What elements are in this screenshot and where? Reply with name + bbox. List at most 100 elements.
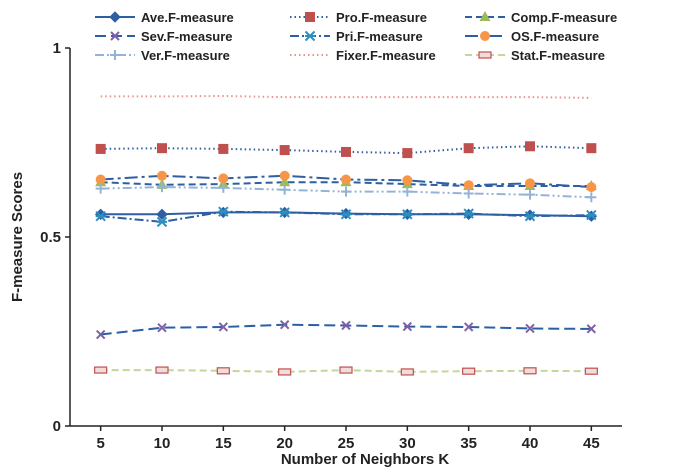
data-point [95,211,106,222]
data-point [339,366,353,374]
x-tick-label: 20 [276,435,293,452]
series-stat-f-measure [94,366,598,376]
data-point [341,146,351,157]
data-point [523,367,537,375]
data-point [462,367,476,375]
legend-label: Ave.F-measure [141,10,234,25]
data-point [402,209,413,220]
data-point [95,329,106,340]
legend-marker [110,50,120,60]
x-tick-label: 40 [522,435,539,452]
data-point [279,145,290,156]
series-os-f-measure [95,170,597,193]
legend: Ave.F-measure Pro.F-measure Comp.F-measure… [95,10,617,63]
legend-marker [110,31,120,41]
data-point [402,186,413,197]
data-point [157,323,167,333]
series-sev-f-measure [95,319,597,340]
legend-marker [478,51,492,59]
series-fixer-f-measure [100,94,592,99]
data-point [157,143,167,154]
data-point [402,148,413,159]
legend-item: Comp.F-measure [465,10,617,25]
data-point [95,174,106,185]
data-point [95,143,106,154]
x-tick-label: 35 [460,435,477,452]
data-point [400,368,414,376]
y-tick-label: 1 [53,40,61,57]
data-point [218,143,229,154]
data-point [341,320,351,331]
data-point [218,182,229,193]
data-point [216,367,230,375]
data-point [586,209,597,221]
data-point [156,216,168,228]
series-layer [94,94,598,376]
legend-label: Fixer.F-measure [336,48,436,63]
data-point [402,175,413,186]
data-point [279,319,290,330]
data-point [279,207,290,218]
data-point [586,182,597,193]
legend-item: Ver.F-measure [95,48,230,63]
legend-marker [305,12,315,22]
x-axis-ticks: 5 10 15 20 25 30 35 40 45 [96,426,600,452]
series-line [100,94,592,99]
data-point [341,186,351,197]
legend-label: Ver.F-measure [141,48,230,63]
legend-label: Pri.F-measure [336,29,423,44]
y-axis-title: F-measure Scores [9,172,26,302]
legend-label: Pro.F-measure [336,10,427,25]
legend-item: Pri.F-measure [290,29,423,44]
legend-marker [109,11,121,23]
x-tick-label: 15 [215,435,232,452]
data-point [279,184,290,195]
x-tick-label: 5 [96,435,104,452]
data-point [524,211,536,222]
data-point [278,368,292,376]
data-point [218,173,229,184]
legend-label: Comp.F-measure [511,10,617,25]
x-axis-title: Number of Neighbors K [281,451,450,468]
legend-item: Pro.F-measure [290,10,427,25]
data-point [463,322,474,332]
data-point [584,367,598,375]
series-ver-f-measure [95,182,597,203]
data-point [402,321,413,332]
series-pro-f-measure [95,141,597,159]
data-point [94,366,108,374]
data-point [340,209,352,220]
legend-marker [480,31,490,41]
x-tick-label: 10 [154,435,171,452]
x-tick-label: 30 [399,435,416,452]
x-tick-label: 25 [338,435,355,452]
legend-item: Fixer.F-measure [290,48,436,63]
legend-label: Sev.F-measure [141,29,233,44]
y-axis-ticks: 00.51 [40,40,70,435]
data-point [218,206,229,217]
data-point [157,170,167,181]
data-point [586,324,597,334]
data-point [525,323,535,334]
data-point [156,208,168,221]
legend-label: Stat.F-measure [511,48,605,63]
data-point [157,182,167,193]
data-point [525,189,535,200]
series-line [100,145,592,155]
x-tick-label: 45 [583,435,600,452]
legend-marker [304,30,316,42]
data-point [463,188,474,199]
data-point [463,180,474,191]
data-point [463,143,474,154]
data-point [341,174,351,185]
data-point [155,366,169,374]
legend-label: OS.F-measure [511,29,599,44]
legend-item: Stat.F-measure [465,48,605,63]
y-tick-label: 0 [53,418,61,435]
legend-item: Ave.F-measure [95,10,234,25]
data-point [525,178,535,189]
data-point [94,208,107,221]
data-point [463,208,474,219]
legend-marker [479,11,491,21]
